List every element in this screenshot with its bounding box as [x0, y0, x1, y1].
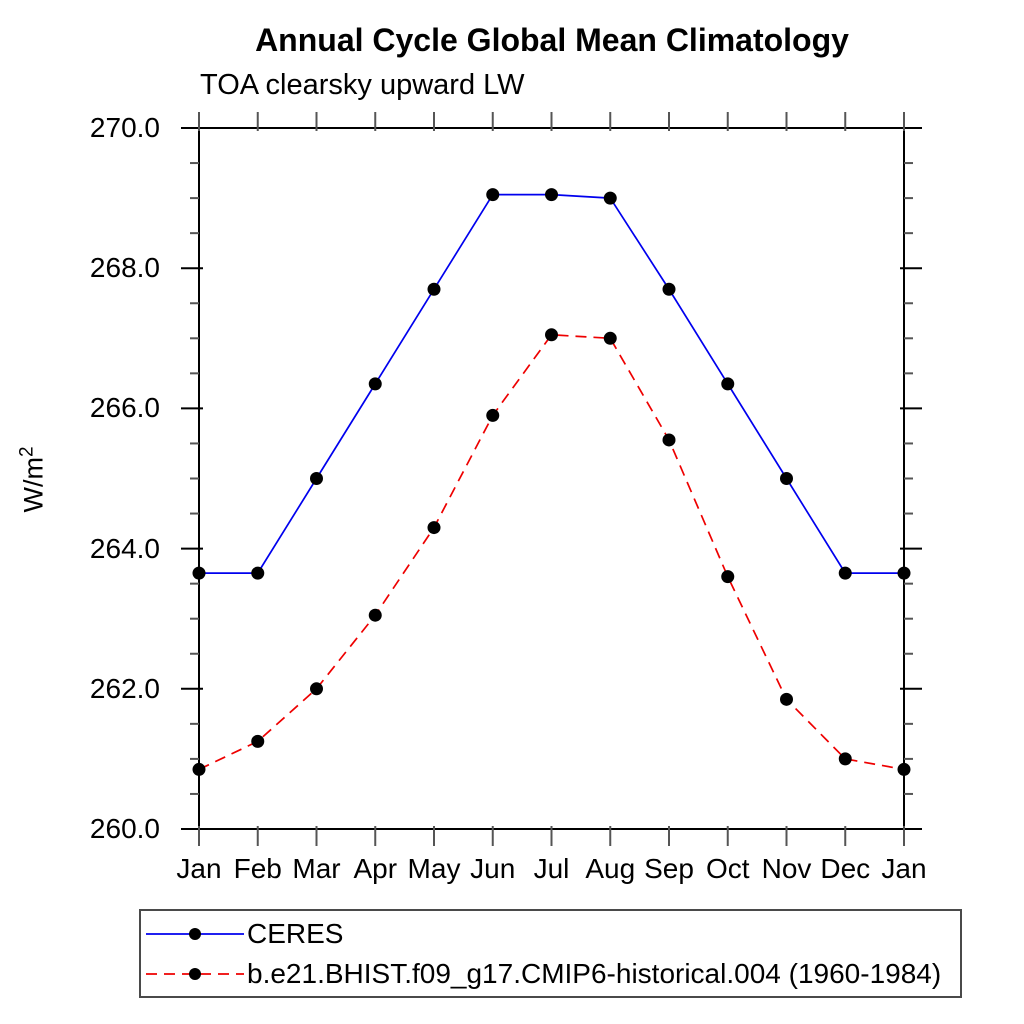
legend-line-sample: [146, 927, 244, 940]
chart-subtitle: TOA clearsky upward LW: [200, 69, 525, 101]
y-tick-label: 268.0: [89, 252, 160, 284]
x-tick-label: Mar: [292, 853, 341, 884]
data-point-marker: [192, 762, 206, 776]
data-point-marker: [368, 608, 382, 622]
data-point-marker: [427, 282, 441, 296]
data-point-marker: [662, 282, 676, 296]
y-tick-label: 262.0: [89, 672, 160, 704]
x-tick-label: Oct: [705, 853, 750, 884]
data-point-marker: [603, 331, 617, 345]
data-point-marker: [310, 682, 323, 696]
data-point-marker: [780, 692, 793, 706]
chart-title: Annual Cycle Global Mean Climatology: [255, 22, 849, 58]
x-tick-label: May: [407, 853, 461, 884]
legend: CERES b.e21.BHIST.f09_g17.CMIP6-historica…: [139, 909, 962, 998]
y-tick-label: 266.0: [89, 392, 160, 424]
x-tick-label: Feb: [233, 853, 282, 884]
data-point-marker: [603, 191, 617, 205]
series-line-ceres: [199, 193, 904, 574]
legend-line-sample: [146, 967, 244, 980]
series-line-model: [198, 333, 905, 771]
y-tick-label: 270.0: [89, 112, 160, 143]
data-point-marker: [897, 762, 911, 776]
plot-border: [198, 127, 905, 830]
data-point-marker: [721, 377, 735, 391]
legend-item-label: b.e21.BHIST.f09_g17.CMIP6-historical.004…: [247, 957, 942, 989]
x-tick-label: Sep: [644, 853, 694, 884]
x-tick-label: Jan: [176, 853, 222, 884]
x-tick-label: Nov: [761, 853, 812, 884]
legend-rows: CERES b.e21.BHIST.f09_g17.CMIP6-historica…: [144, 914, 960, 994]
data-point-marker: [721, 570, 735, 584]
data-point-marker: [251, 734, 265, 748]
x-tick-label: Dec: [820, 853, 871, 884]
data-point-marker: [780, 472, 793, 485]
legend-sample-marker: [189, 927, 201, 940]
data-point-marker: [310, 472, 323, 485]
legend-item-label: CERES: [247, 917, 344, 949]
x-tick-label: Jul: [533, 853, 570, 884]
y-tick-label: 264.0: [89, 532, 160, 564]
data-point-marker: [251, 566, 265, 580]
y-tick-label: 260.0: [89, 813, 160, 844]
data-point-marker: [427, 521, 441, 535]
data-point-marker: [897, 566, 911, 580]
data-point-marker: [545, 328, 558, 342]
legend-item: CERES: [144, 914, 960, 954]
data-point-marker: [838, 752, 852, 766]
data-point-marker: [486, 188, 500, 202]
data-point-marker: [838, 566, 852, 580]
x-tick-label: Apr: [353, 853, 398, 884]
x-tick-label: Aug: [585, 853, 636, 884]
legend-item: b.e21.BHIST.f09_g17.CMIP6-historical.004…: [144, 954, 960, 994]
data-point-marker: [662, 433, 676, 447]
data-point-marker: [486, 408, 500, 422]
data-point-marker: [192, 566, 206, 580]
x-tick-label: Jun: [470, 853, 516, 884]
data-point-marker: [545, 188, 558, 202]
x-tick-label: Jan: [881, 853, 927, 884]
data-point-marker: [368, 377, 382, 391]
legend-sample-marker: [189, 967, 201, 980]
